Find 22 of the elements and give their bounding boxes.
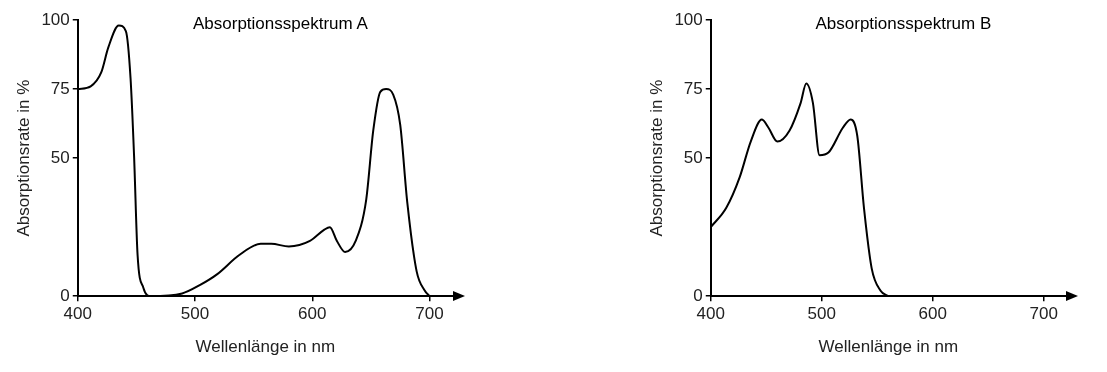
y-tick-label: 100 [41,9,70,29]
y-tick-label: 100 [674,9,703,29]
x-tick-label: 400 [63,304,92,324]
y-tick-label: 50 [50,147,70,167]
y-tick-label: 75 [683,78,703,98]
x-tick-label: 600 [918,304,947,324]
y-tick-label: 50 [683,147,703,167]
x-tick-label: 600 [298,304,327,324]
x-axis-title: Wellenlänge in nm [195,337,336,357]
x-tick-label: 500 [807,304,836,324]
y-axis-title: Absorptionsrate in % [646,79,666,237]
x-tick-label: 500 [180,304,210,324]
x-tick-label: 400 [696,304,725,324]
y-tick-label: 75 [50,78,70,98]
y-tick-label: 0 [60,285,70,305]
y-axis-title: Absorptionsrate in % [13,79,33,237]
chart-title: Absorptionsspektrum A [192,14,369,34]
x-tick-label: 700 [1029,304,1058,324]
x-axis-title: Wellenlänge in nm [818,337,959,357]
x-tick-label: 700 [415,304,444,324]
chart-title: Absorptionsspektrum B [815,14,992,34]
y-tick-label: 0 [693,285,703,305]
